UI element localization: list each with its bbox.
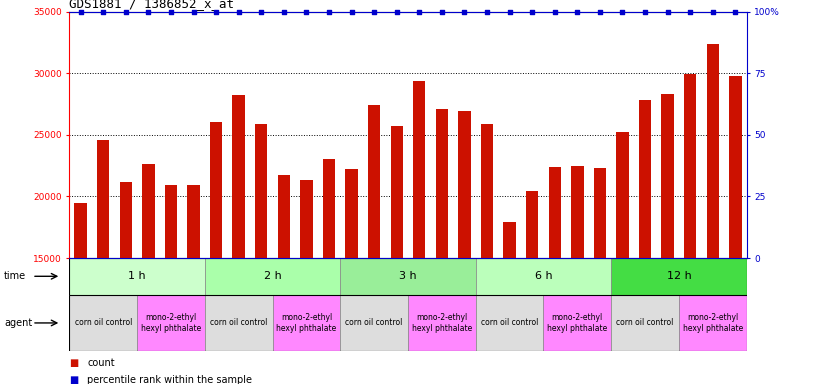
Point — [164, 8, 178, 15]
Text: 2 h: 2 h — [264, 271, 282, 281]
Bar — [413, 81, 425, 384]
Bar — [323, 159, 335, 384]
Text: corn oil control: corn oil control — [74, 318, 132, 328]
Text: mono-2-ethyl
hexyl phthalate: mono-2-ethyl hexyl phthalate — [141, 313, 201, 333]
Point — [413, 8, 426, 15]
Point — [142, 8, 155, 15]
Text: 1 h: 1 h — [128, 271, 146, 281]
Point — [481, 8, 494, 15]
Point — [390, 8, 403, 15]
Point — [300, 8, 313, 15]
Bar — [679, 295, 747, 351]
Point — [322, 8, 335, 15]
Bar — [503, 222, 516, 384]
Point — [707, 8, 720, 15]
Point — [345, 8, 358, 15]
Point — [210, 8, 223, 15]
Bar — [74, 203, 86, 384]
Bar — [436, 109, 448, 384]
Bar — [543, 295, 611, 351]
Text: percentile rank within the sample: percentile rank within the sample — [87, 375, 252, 384]
Point — [255, 8, 268, 15]
Text: 12 h: 12 h — [667, 271, 691, 281]
Bar — [730, 76, 742, 384]
Text: ■: ■ — [69, 358, 78, 368]
Bar — [120, 182, 132, 384]
Text: mono-2-ethyl
hexyl phthalate: mono-2-ethyl hexyl phthalate — [277, 313, 336, 333]
Point — [119, 8, 132, 15]
Text: corn oil control: corn oil control — [481, 318, 539, 328]
Bar — [611, 295, 679, 351]
Text: 6 h: 6 h — [534, 271, 552, 281]
Text: 3 h: 3 h — [399, 271, 417, 281]
Bar — [459, 111, 471, 384]
Bar — [277, 175, 290, 384]
Bar — [300, 180, 313, 384]
Text: agent: agent — [4, 318, 33, 328]
Bar — [340, 295, 408, 351]
Text: corn oil control: corn oil control — [210, 318, 268, 328]
Point — [436, 8, 449, 15]
Bar — [142, 164, 154, 384]
Bar — [684, 74, 696, 384]
Text: time: time — [4, 271, 26, 281]
Bar — [662, 94, 674, 384]
Bar — [368, 105, 380, 384]
Text: mono-2-ethyl
hexyl phthalate: mono-2-ethyl hexyl phthalate — [548, 313, 607, 333]
Text: mono-2-ethyl
hexyl phthalate: mono-2-ethyl hexyl phthalate — [683, 313, 743, 333]
Bar — [639, 100, 651, 384]
Bar — [345, 169, 357, 384]
Bar — [233, 95, 245, 384]
Bar — [205, 295, 273, 351]
Bar — [255, 124, 268, 384]
Point — [503, 8, 516, 15]
Bar — [611, 258, 747, 295]
Point — [277, 8, 290, 15]
Point — [729, 8, 742, 15]
Bar — [137, 295, 205, 351]
Point — [593, 8, 606, 15]
Point — [638, 8, 651, 15]
Point — [684, 8, 697, 15]
Bar — [188, 185, 200, 384]
Bar — [616, 132, 628, 384]
Point — [367, 8, 380, 15]
Bar — [476, 258, 611, 295]
Text: corn oil control: corn oil control — [616, 318, 674, 328]
Point — [74, 8, 87, 15]
Bar — [340, 258, 476, 295]
Text: mono-2-ethyl
hexyl phthalate: mono-2-ethyl hexyl phthalate — [412, 313, 472, 333]
Point — [187, 8, 200, 15]
Point — [661, 8, 674, 15]
Point — [571, 8, 584, 15]
Bar — [594, 168, 606, 384]
Text: count: count — [87, 358, 115, 368]
Point — [458, 8, 471, 15]
Text: ■: ■ — [69, 375, 78, 384]
Point — [548, 8, 561, 15]
Point — [616, 8, 629, 15]
Bar — [526, 192, 539, 384]
Bar — [548, 167, 561, 384]
Bar — [476, 295, 543, 351]
Bar — [69, 258, 205, 295]
Bar — [69, 295, 137, 351]
Bar — [571, 166, 583, 384]
Bar — [210, 122, 222, 384]
Bar — [165, 185, 177, 384]
Bar — [205, 258, 340, 295]
Text: corn oil control: corn oil control — [345, 318, 403, 328]
Text: GDS1881 / 1386852_x_at: GDS1881 / 1386852_x_at — [69, 0, 234, 10]
Bar — [391, 126, 403, 384]
Bar — [408, 295, 476, 351]
Bar — [707, 43, 719, 384]
Bar — [273, 295, 340, 351]
Point — [96, 8, 109, 15]
Bar — [97, 140, 109, 384]
Point — [232, 8, 245, 15]
Bar — [481, 124, 493, 384]
Point — [526, 8, 539, 15]
